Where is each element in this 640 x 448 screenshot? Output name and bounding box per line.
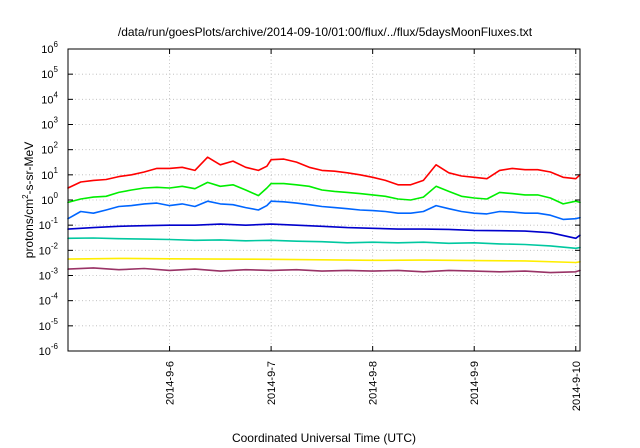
y-tick-label-exponent: 3 [54, 116, 59, 125]
data-series [67, 156, 581, 274]
y-tick-label-base: 10 [39, 220, 51, 232]
y-tick-label-exponent: 4 [54, 90, 59, 99]
y-tick-label: 103 [41, 116, 58, 132]
y-tick-label-base: 10 [39, 296, 51, 308]
y-tick-label-exponent: 2 [54, 141, 59, 150]
series-line [67, 237, 581, 250]
series-line [67, 223, 581, 240]
grid-lines [68, 49, 580, 351]
y-tick-label-base: 10 [39, 245, 51, 257]
y-tick-label-base: 10 [41, 120, 53, 132]
y-axis-label-units: -s-sr-MeV [22, 142, 36, 195]
y-tick-label: 10-2 [39, 241, 59, 257]
y-tick-label-base: 10 [41, 94, 53, 106]
y-axis-label-superscript: 2 [21, 194, 30, 199]
y-tick-label-exponent: -5 [51, 317, 59, 326]
y-tick-label-exponent: -1 [51, 216, 59, 225]
axes: 10-610-510-410-310-210-11001011021031041… [39, 40, 583, 411]
y-tick-label-exponent: -6 [51, 342, 59, 351]
series-line [67, 267, 581, 274]
x-tick-label: 2014-9-9 [469, 361, 481, 405]
y-tick-label-base: 10 [41, 69, 53, 81]
y-tick-label: 100 [41, 191, 58, 207]
x-tick-label: 2014-9-10 [571, 361, 583, 411]
y-tick-label: 106 [41, 40, 58, 56]
series-line [67, 257, 581, 264]
y-tick-label-exponent: -3 [51, 267, 59, 276]
y-tick-label-exponent: -2 [51, 241, 59, 250]
plot-frame [67, 48, 581, 352]
x-tick-label: 2014-9-7 [266, 361, 278, 405]
y-tick-label: 10-6 [39, 342, 59, 358]
series-line [67, 200, 581, 221]
y-tick-label-base: 10 [41, 195, 53, 207]
y-tick-label-base: 10 [41, 145, 53, 157]
y-tick-label-base: 10 [39, 321, 51, 333]
y-tick-label: 10-1 [39, 216, 59, 232]
y-tick-label-exponent: -4 [51, 292, 59, 301]
y-tick-label: 104 [41, 90, 58, 106]
chart-title: /data/run/goesPlots/archive/2014-09-10/0… [118, 25, 533, 39]
y-tick-label-exponent: 0 [54, 191, 59, 200]
y-axis-label: protons/cm2-s-sr-MeV [21, 142, 36, 258]
y-tick-label: 101 [41, 166, 58, 182]
y-tick-label: 10-4 [39, 292, 59, 308]
y-tick-label-exponent: 5 [54, 65, 59, 74]
y-tick-label-base: 10 [41, 170, 53, 182]
y-tick-label: 105 [41, 65, 58, 81]
series-line [67, 181, 581, 205]
x-tick-label: 2014-9-6 [165, 361, 177, 405]
x-tick-label: 2014-9-8 [368, 361, 380, 405]
y-tick-label-base: 10 [39, 346, 51, 358]
y-axis-label-main: protons/cm [22, 199, 36, 258]
y-tick-label-exponent: 6 [54, 40, 59, 49]
y-tick-label: 10-5 [39, 317, 59, 333]
y-tick-label: 10-3 [39, 267, 59, 283]
x-axis-label: Coordinated Universal Time (UTC) [232, 431, 416, 445]
series-line [67, 156, 581, 189]
y-tick-label: 102 [41, 141, 58, 157]
y-tick-label-base: 10 [41, 44, 53, 56]
y-tick-label-base: 10 [39, 271, 51, 283]
y-tick-label-exponent: 1 [54, 166, 59, 175]
